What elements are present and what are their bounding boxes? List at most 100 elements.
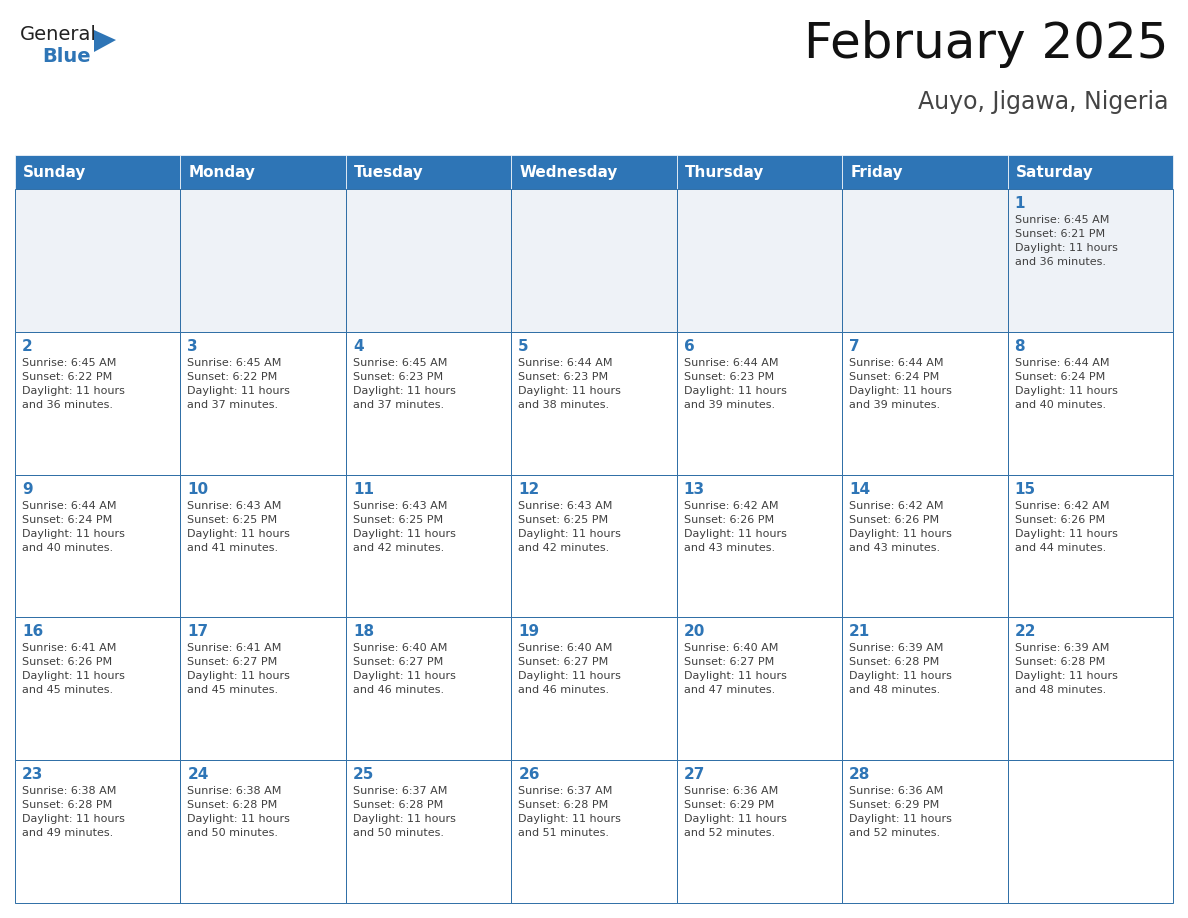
Text: 10: 10 — [188, 482, 209, 497]
Text: 4: 4 — [353, 339, 364, 353]
Text: Sunrise: 6:37 AM
Sunset: 6:28 PM
Daylight: 11 hours
and 50 minutes.: Sunrise: 6:37 AM Sunset: 6:28 PM Dayligh… — [353, 786, 456, 838]
Text: 11: 11 — [353, 482, 374, 497]
Bar — [511, 189, 677, 331]
Bar — [842, 189, 1007, 331]
Bar — [181, 331, 346, 475]
Bar — [181, 475, 346, 618]
Bar — [15, 331, 181, 475]
Text: 6: 6 — [684, 339, 695, 353]
Text: February 2025: February 2025 — [803, 20, 1168, 68]
Text: Sunrise: 6:36 AM
Sunset: 6:29 PM
Daylight: 11 hours
and 52 minutes.: Sunrise: 6:36 AM Sunset: 6:29 PM Dayligh… — [849, 786, 952, 838]
Text: Sunrise: 6:39 AM
Sunset: 6:28 PM
Daylight: 11 hours
and 48 minutes.: Sunrise: 6:39 AM Sunset: 6:28 PM Dayligh… — [1015, 644, 1118, 696]
Bar — [15, 618, 181, 760]
Text: Sunrise: 6:40 AM
Sunset: 6:27 PM
Daylight: 11 hours
and 46 minutes.: Sunrise: 6:40 AM Sunset: 6:27 PM Dayligh… — [353, 644, 456, 696]
Text: Sunrise: 6:42 AM
Sunset: 6:26 PM
Daylight: 11 hours
and 43 minutes.: Sunrise: 6:42 AM Sunset: 6:26 PM Dayligh… — [849, 500, 952, 553]
Text: 5: 5 — [518, 339, 529, 353]
Bar — [842, 618, 1007, 760]
Bar — [511, 475, 677, 618]
Text: Sunrise: 6:45 AM
Sunset: 6:21 PM
Daylight: 11 hours
and 36 minutes.: Sunrise: 6:45 AM Sunset: 6:21 PM Dayligh… — [1015, 215, 1118, 267]
Bar — [346, 618, 511, 760]
Text: 9: 9 — [23, 482, 32, 497]
Text: Tuesday: Tuesday — [354, 164, 424, 180]
Text: 14: 14 — [849, 482, 871, 497]
Text: 27: 27 — [684, 767, 706, 782]
Bar — [346, 475, 511, 618]
Text: Sunrise: 6:37 AM
Sunset: 6:28 PM
Daylight: 11 hours
and 51 minutes.: Sunrise: 6:37 AM Sunset: 6:28 PM Dayligh… — [518, 786, 621, 838]
Text: Sunrise: 6:42 AM
Sunset: 6:26 PM
Daylight: 11 hours
and 43 minutes.: Sunrise: 6:42 AM Sunset: 6:26 PM Dayligh… — [684, 500, 786, 553]
Text: Sunrise: 6:42 AM
Sunset: 6:26 PM
Daylight: 11 hours
and 44 minutes.: Sunrise: 6:42 AM Sunset: 6:26 PM Dayligh… — [1015, 500, 1118, 553]
Text: 13: 13 — [684, 482, 704, 497]
Text: 25: 25 — [353, 767, 374, 782]
Text: Friday: Friday — [851, 164, 903, 180]
Text: Sunrise: 6:45 AM
Sunset: 6:22 PM
Daylight: 11 hours
and 36 minutes.: Sunrise: 6:45 AM Sunset: 6:22 PM Dayligh… — [23, 358, 125, 409]
Text: Sunrise: 6:38 AM
Sunset: 6:28 PM
Daylight: 11 hours
and 49 minutes.: Sunrise: 6:38 AM Sunset: 6:28 PM Dayligh… — [23, 786, 125, 838]
Text: Sunrise: 6:41 AM
Sunset: 6:27 PM
Daylight: 11 hours
and 45 minutes.: Sunrise: 6:41 AM Sunset: 6:27 PM Dayligh… — [188, 644, 290, 696]
Bar — [346, 331, 511, 475]
Text: 21: 21 — [849, 624, 871, 640]
Bar — [511, 331, 677, 475]
Text: Blue: Blue — [42, 47, 90, 66]
Text: 28: 28 — [849, 767, 871, 782]
Text: Monday: Monday — [189, 164, 255, 180]
Text: 17: 17 — [188, 624, 209, 640]
Bar — [511, 155, 677, 189]
Bar — [1007, 618, 1173, 760]
Text: Sunrise: 6:45 AM
Sunset: 6:23 PM
Daylight: 11 hours
and 37 minutes.: Sunrise: 6:45 AM Sunset: 6:23 PM Dayligh… — [353, 358, 456, 409]
Text: Saturday: Saturday — [1016, 164, 1094, 180]
Text: Sunrise: 6:44 AM
Sunset: 6:23 PM
Daylight: 11 hours
and 39 minutes.: Sunrise: 6:44 AM Sunset: 6:23 PM Dayligh… — [684, 358, 786, 409]
Text: Sunrise: 6:43 AM
Sunset: 6:25 PM
Daylight: 11 hours
and 41 minutes.: Sunrise: 6:43 AM Sunset: 6:25 PM Dayligh… — [188, 500, 290, 553]
Text: Sunrise: 6:36 AM
Sunset: 6:29 PM
Daylight: 11 hours
and 52 minutes.: Sunrise: 6:36 AM Sunset: 6:29 PM Dayligh… — [684, 786, 786, 838]
Bar — [181, 189, 346, 331]
Text: 19: 19 — [518, 624, 539, 640]
Text: Sunrise: 6:43 AM
Sunset: 6:25 PM
Daylight: 11 hours
and 42 minutes.: Sunrise: 6:43 AM Sunset: 6:25 PM Dayligh… — [518, 500, 621, 553]
Bar — [677, 189, 842, 331]
Bar — [181, 155, 346, 189]
Text: 7: 7 — [849, 339, 860, 353]
Bar — [677, 760, 842, 903]
Bar — [677, 331, 842, 475]
Bar — [1007, 189, 1173, 331]
Bar — [15, 155, 181, 189]
Bar — [511, 760, 677, 903]
Bar — [842, 760, 1007, 903]
Text: 24: 24 — [188, 767, 209, 782]
Text: 22: 22 — [1015, 624, 1036, 640]
Bar — [1007, 155, 1173, 189]
Text: Sunrise: 6:45 AM
Sunset: 6:22 PM
Daylight: 11 hours
and 37 minutes.: Sunrise: 6:45 AM Sunset: 6:22 PM Dayligh… — [188, 358, 290, 409]
Text: 20: 20 — [684, 624, 706, 640]
Text: 18: 18 — [353, 624, 374, 640]
Bar — [346, 155, 511, 189]
Text: Sunrise: 6:44 AM
Sunset: 6:23 PM
Daylight: 11 hours
and 38 minutes.: Sunrise: 6:44 AM Sunset: 6:23 PM Dayligh… — [518, 358, 621, 409]
Text: 26: 26 — [518, 767, 539, 782]
Text: Auyo, Jigawa, Nigeria: Auyo, Jigawa, Nigeria — [917, 90, 1168, 114]
Bar — [346, 189, 511, 331]
Bar — [15, 475, 181, 618]
Text: 23: 23 — [23, 767, 44, 782]
Text: 8: 8 — [1015, 339, 1025, 353]
Bar — [346, 760, 511, 903]
Text: Sunrise: 6:38 AM
Sunset: 6:28 PM
Daylight: 11 hours
and 50 minutes.: Sunrise: 6:38 AM Sunset: 6:28 PM Dayligh… — [188, 786, 290, 838]
Text: Sunrise: 6:44 AM
Sunset: 6:24 PM
Daylight: 11 hours
and 40 minutes.: Sunrise: 6:44 AM Sunset: 6:24 PM Dayligh… — [1015, 358, 1118, 409]
Text: Sunrise: 6:44 AM
Sunset: 6:24 PM
Daylight: 11 hours
and 39 minutes.: Sunrise: 6:44 AM Sunset: 6:24 PM Dayligh… — [849, 358, 952, 409]
Text: Sunrise: 6:40 AM
Sunset: 6:27 PM
Daylight: 11 hours
and 46 minutes.: Sunrise: 6:40 AM Sunset: 6:27 PM Dayligh… — [518, 644, 621, 696]
Bar — [181, 618, 346, 760]
Text: Sunrise: 6:40 AM
Sunset: 6:27 PM
Daylight: 11 hours
and 47 minutes.: Sunrise: 6:40 AM Sunset: 6:27 PM Dayligh… — [684, 644, 786, 696]
Text: Sunrise: 6:43 AM
Sunset: 6:25 PM
Daylight: 11 hours
and 42 minutes.: Sunrise: 6:43 AM Sunset: 6:25 PM Dayligh… — [353, 500, 456, 553]
Bar — [511, 618, 677, 760]
Bar — [677, 618, 842, 760]
Text: Sunday: Sunday — [24, 164, 87, 180]
Text: 3: 3 — [188, 339, 198, 353]
Bar — [1007, 760, 1173, 903]
Text: Thursday: Thursday — [685, 164, 764, 180]
Text: 1: 1 — [1015, 196, 1025, 211]
Text: 15: 15 — [1015, 482, 1036, 497]
Text: Sunrise: 6:41 AM
Sunset: 6:26 PM
Daylight: 11 hours
and 45 minutes.: Sunrise: 6:41 AM Sunset: 6:26 PM Dayligh… — [23, 644, 125, 696]
Bar — [842, 331, 1007, 475]
Bar — [15, 760, 181, 903]
Bar — [842, 155, 1007, 189]
Bar — [15, 189, 181, 331]
Text: 2: 2 — [23, 339, 33, 353]
Bar — [677, 155, 842, 189]
Bar — [181, 760, 346, 903]
Polygon shape — [94, 30, 116, 52]
